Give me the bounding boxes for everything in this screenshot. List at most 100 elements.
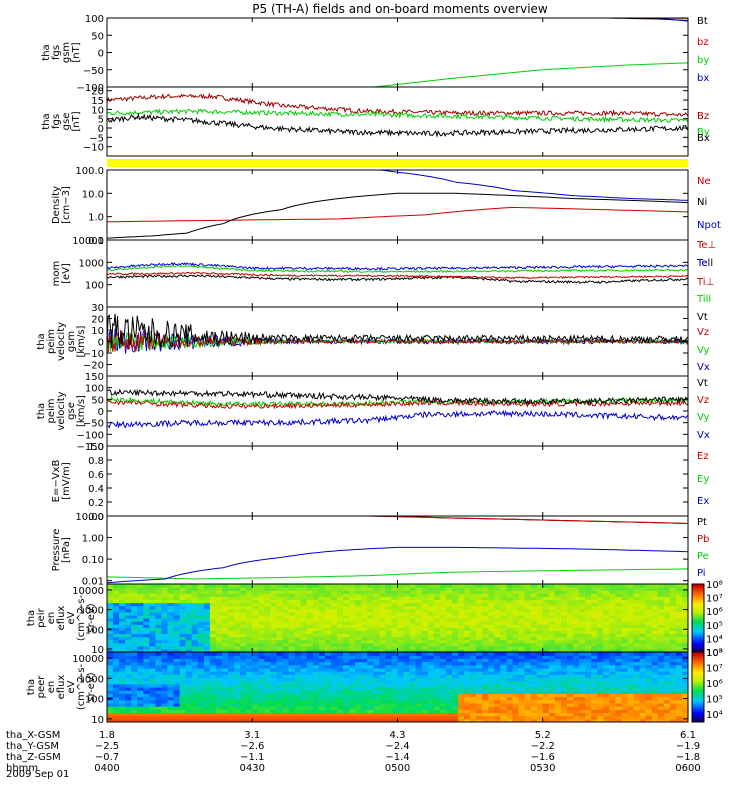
heatmap-cell xyxy=(391,639,399,644)
heatmap-cell xyxy=(488,642,495,647)
heatmap-cell xyxy=(421,648,429,652)
heatmap-cell xyxy=(512,687,520,691)
heatmap-cell xyxy=(645,683,653,688)
heatmap-cell xyxy=(197,658,205,663)
heatmap-cell xyxy=(421,599,429,604)
heatmap-cell xyxy=(615,709,623,714)
heatmap-cell xyxy=(633,652,641,656)
panel-frame xyxy=(106,375,689,447)
heatmap-cell xyxy=(445,712,453,717)
heatmap-cell xyxy=(536,690,544,694)
heatmap-cell xyxy=(573,661,580,666)
heatmap-cell xyxy=(246,596,253,601)
ytick-label: 1.00 xyxy=(82,534,104,545)
heatmap-cell xyxy=(464,618,471,622)
heatmap-cell xyxy=(597,667,604,672)
heatmap-cell xyxy=(494,587,501,591)
heatmap-cell xyxy=(403,693,411,698)
heatmap-cell xyxy=(675,680,683,685)
heatmap-cell xyxy=(264,693,272,698)
heatmap-cell xyxy=(464,664,471,669)
heatmap-cell xyxy=(324,605,332,610)
heatmap-cell xyxy=(621,702,629,707)
heatmap-cell xyxy=(403,605,411,610)
heatmap-cell xyxy=(288,636,296,641)
heatmap-cell xyxy=(179,621,187,625)
heatmap-cell xyxy=(627,680,635,685)
heatmap-cell xyxy=(324,658,332,663)
heatmap-cell xyxy=(131,667,138,672)
heatmap-cell xyxy=(573,621,580,625)
heatmap-cell xyxy=(355,645,362,650)
heatmap-cell xyxy=(373,683,380,688)
heatmap-cell xyxy=(542,661,550,666)
heatmap-cell xyxy=(391,593,399,597)
heatmap-cell xyxy=(536,645,544,650)
heatmap-cell xyxy=(415,661,423,666)
heatmap-cell xyxy=(409,658,417,663)
ylabel-line: peir xyxy=(36,607,47,627)
heatmap-cell xyxy=(488,702,495,707)
heatmap-cell xyxy=(330,693,338,698)
heatmap-cell xyxy=(560,671,568,675)
heatmap-cell xyxy=(276,633,284,638)
heatmap-cell xyxy=(494,633,501,638)
colorbar-segment xyxy=(692,687,704,690)
heatmap-cell xyxy=(639,667,647,672)
heatmap-cell xyxy=(258,661,265,666)
heatmap-cell xyxy=(560,639,568,644)
heatmap-cell xyxy=(119,639,126,644)
heatmap-cell xyxy=(324,648,332,652)
heatmap-cell xyxy=(530,630,538,635)
heatmap-cell xyxy=(542,630,550,635)
heatmap-cell xyxy=(336,590,344,594)
heatmap-cell xyxy=(131,702,138,707)
heatmap-cell xyxy=(318,661,326,666)
heatmap-cell xyxy=(518,658,526,663)
heatmap-cell xyxy=(451,664,459,669)
heatmap-cell xyxy=(506,614,514,619)
heatmap-cell xyxy=(234,611,241,616)
heatmap-cell xyxy=(179,693,187,698)
heatmap-cell xyxy=(482,652,489,656)
heatmap-cell xyxy=(125,593,132,597)
heatmap-cell xyxy=(627,699,635,704)
heatmap-cell xyxy=(669,696,677,701)
heatmap-cell xyxy=(451,680,459,685)
heatmap-cell xyxy=(597,624,604,628)
heatmap-cell xyxy=(191,690,199,694)
heatmap-cell xyxy=(657,661,665,666)
heatmap-cell xyxy=(385,608,393,613)
heatmap-cell xyxy=(294,633,302,638)
heatmap-cell xyxy=(573,633,580,638)
heatmap-cell xyxy=(518,593,526,597)
heatmap-cell xyxy=(609,599,616,604)
heatmap-cell xyxy=(312,706,320,710)
heatmap-cell xyxy=(458,718,465,722)
heatmap-cell xyxy=(639,587,647,591)
heatmap-cell xyxy=(318,709,326,714)
heatmap-cell xyxy=(276,608,284,613)
heatmap-cell xyxy=(349,674,356,679)
heatmap-cell xyxy=(476,667,483,672)
heatmap-cell xyxy=(270,661,278,666)
heatmap-cell xyxy=(627,652,635,656)
heatmap-cell xyxy=(234,664,241,669)
heatmap-cell xyxy=(585,680,592,685)
heatmap-cell xyxy=(524,636,532,641)
heatmap-cell xyxy=(548,642,556,647)
heatmap-cell xyxy=(203,718,211,722)
heatmap-cell xyxy=(621,709,629,714)
ytick-label: 0 xyxy=(98,338,104,349)
legend-Vy: Vy xyxy=(697,345,710,356)
heatmap-cell xyxy=(373,706,380,710)
heatmap-cell xyxy=(113,702,120,707)
heatmap-cell xyxy=(397,624,405,628)
heatmap-cell xyxy=(482,690,489,694)
heatmap-cell xyxy=(615,636,623,641)
heatmap-cell xyxy=(264,706,272,710)
heatmap-cell xyxy=(651,618,659,622)
heatmap-cell xyxy=(119,608,126,613)
heatmap-cell xyxy=(258,715,265,720)
heatmap-cell xyxy=(609,605,616,610)
